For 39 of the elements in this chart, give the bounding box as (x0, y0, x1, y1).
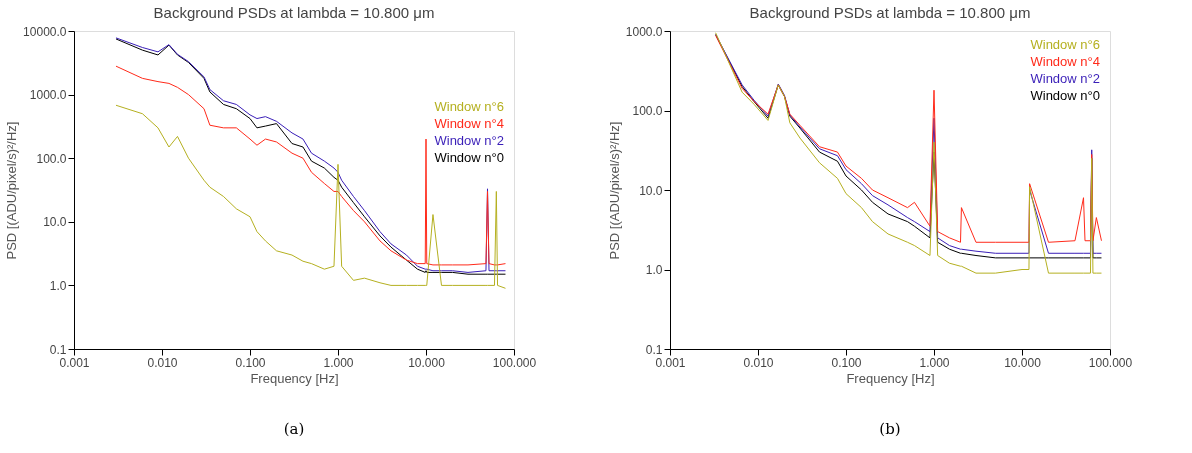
y-axis-title: PSD [(ADU/pixel/s)²/Hz] (4, 121, 20, 260)
y-tick-label: 10.0 (639, 183, 663, 198)
y-tick-label: 1.0 (645, 263, 663, 277)
x-tick-label: 1.000 (323, 355, 354, 370)
chart-title: Background PSDs at lambda = 10.800 μm (749, 4, 1031, 21)
x-tick-label: 0.010 (147, 355, 178, 370)
y-tick-label: 1000.0 (29, 88, 67, 103)
text: Window n°4 (1030, 54, 1100, 69)
x-tick-label: 100.000 (1088, 355, 1133, 370)
text: Window n°0 (1030, 88, 1100, 103)
x-tick-label: 0.100 (831, 355, 862, 370)
chart-title: Background PSDs at lambda = 10.800 μm (153, 4, 435, 21)
y-tick-label: 100.0 (36, 151, 67, 166)
text: Window n°0 (434, 150, 504, 166)
x-tick-label: 10.000 (1004, 355, 1042, 370)
y-tick-label: 1000.0 (625, 24, 663, 39)
x-tick-label: 0.010 (743, 355, 774, 370)
x-tick-label: 1.000 (919, 355, 950, 370)
x-axis-title: Frequency [Hz] (250, 370, 339, 386)
series-label: Window n°4 (434, 116, 504, 132)
text: (a) (283, 420, 305, 438)
y-tick-label: 1.0 (49, 278, 67, 293)
x-tick-label: 10.000 (408, 355, 446, 370)
text: Window n°6 (1030, 37, 1100, 52)
x-tick-label: 100.000 (492, 355, 537, 370)
y-tick-label: 10000.0 (23, 24, 67, 39)
x-tick-label: 0.001 (59, 355, 90, 370)
text: Window n°2 (434, 133, 504, 149)
y-axis-title: PSD [(ADU/pixel/s)²/Hz] (606, 121, 622, 260)
text: (b) (879, 420, 901, 438)
x-tick-label: 0.100 (235, 355, 266, 370)
y-tick-label: 0.1 (645, 342, 663, 357)
x-tick-label: 0.001 (655, 355, 686, 370)
text: Window n°2 (1030, 71, 1100, 86)
text: Window n°6 (434, 99, 504, 115)
x-axis-title: Frequency [Hz] (846, 370, 935, 386)
y-tick-label: 10.0 (43, 215, 67, 230)
y-tick-label: 0.1 (49, 342, 67, 357)
y-tick-label: 100.0 (632, 104, 663, 118)
